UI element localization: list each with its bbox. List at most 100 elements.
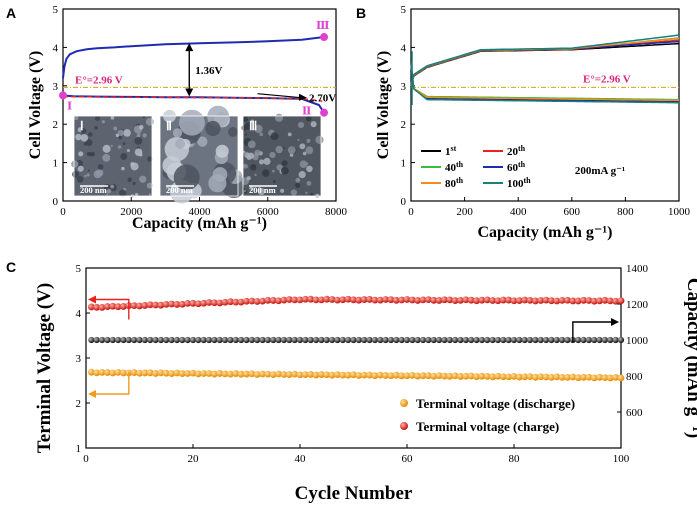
c-point-charge [227, 298, 234, 306]
c-point-discharge [366, 371, 373, 379]
c-point-discharge [478, 372, 486, 380]
a-inset-grain [101, 120, 105, 124]
c-point-capacity [393, 336, 400, 344]
c-point-charge [505, 296, 513, 304]
c-point-capacity [382, 336, 389, 344]
b-series-discharge-4 [410, 62, 679, 103]
c-point-charge [264, 296, 272, 304]
a-inset-grain [117, 129, 124, 136]
a-inset-grain [276, 164, 283, 171]
c-point-discharge [537, 373, 545, 381]
c-point-discharge [483, 372, 491, 380]
c-point-capacity [323, 336, 330, 344]
c-y2tick-label: 1200 [626, 299, 649, 311]
c-point-discharge [104, 369, 111, 376]
c-ytick-label: 2 [76, 398, 82, 410]
c-point-capacity [88, 336, 95, 344]
c-point-discharge [360, 371, 368, 379]
b-x-axis-title: Capacity (mAh g⁻¹) [477, 224, 612, 241]
a-ytick-label: 2 [53, 119, 59, 131]
c-axis-arrow-capacity [572, 321, 613, 342]
c-point-charge [248, 297, 256, 305]
c-point-discharge [590, 374, 598, 382]
a-ytick-label: 4 [53, 42, 59, 54]
a-inset-grain [83, 142, 88, 146]
a-inset-grain [146, 182, 153, 189]
a-inset-grain [249, 186, 255, 191]
c-point-capacity [468, 336, 475, 344]
c-point-discharge [136, 369, 143, 377]
c-point-discharge [553, 373, 561, 381]
c-point-discharge [451, 372, 459, 380]
c-point-capacity [109, 336, 116, 344]
a-inset-grain [132, 181, 136, 185]
c-point-capacity [366, 336, 373, 344]
c-point-charge [494, 297, 502, 305]
a-inset-grain [259, 132, 264, 137]
b-legend-label-6: 100th [507, 176, 531, 190]
c-point-discharge [296, 371, 304, 379]
c-point-charge [296, 296, 304, 304]
a-inset-grain [305, 146, 314, 155]
c-point-discharge [580, 373, 587, 381]
a-inset-grain [148, 193, 152, 196]
c-point-charge [98, 304, 106, 311]
c-point-discharge [237, 370, 245, 378]
c-axis-arrow-charge [94, 298, 130, 320]
b-series-charge-6 [410, 34, 680, 86]
a-inset-2: Ⅱ 200 nm [159, 105, 246, 204]
c-point-discharge [344, 371, 352, 379]
a-inset-grain [80, 128, 87, 134]
c-y-axis-title: Terminal Voltage (V) [34, 283, 55, 453]
c-point-capacity [473, 336, 480, 344]
c-point-charge [548, 297, 555, 305]
c-point-capacity [510, 336, 518, 344]
b-condition-label: 200mA g⁻¹ [575, 165, 625, 177]
c-point-charge [462, 296, 470, 304]
c-point-charge [585, 297, 593, 304]
c-point-charge [526, 296, 534, 304]
c-x-axis-title: Cycle Number [295, 483, 413, 504]
c-point-capacity [339, 336, 346, 344]
c-point-charge [435, 297, 443, 304]
a-inset-grain [110, 184, 115, 189]
c-point-capacity [521, 336, 528, 344]
c-xtick-label: 60 [402, 453, 414, 465]
c-ytick-label: 4 [76, 308, 82, 320]
c-point-capacity [152, 336, 159, 344]
c-ytick-label: 3 [76, 353, 82, 365]
c-point-charge [537, 297, 545, 304]
a-inset-grain [106, 188, 112, 194]
a-inset-grain [243, 190, 246, 193]
b-series-discharge-1 [410, 62, 680, 102]
c-point-charge [312, 296, 320, 304]
c-point-discharge [558, 373, 566, 381]
c-point-capacity [222, 336, 229, 344]
b-reference-label: E°=2.96 V [583, 73, 631, 85]
c-point-discharge [173, 369, 181, 377]
c-point-capacity [184, 336, 191, 344]
c-point-discharge [499, 373, 507, 381]
a-series-discharge-dashed [62, 95, 323, 102]
c-point-discharge [430, 372, 438, 380]
b-legend-label-4: 60th [507, 160, 526, 174]
c-point-charge [189, 299, 197, 307]
b-series-discharge-2 [410, 62, 679, 102]
a-inset-grain [83, 174, 87, 178]
c-point-charge [515, 297, 523, 305]
a-inset-grain [130, 162, 139, 171]
c-point-discharge [339, 371, 347, 379]
c-point-charge [403, 296, 411, 303]
a-inset-1: Ⅰ 200 nm [71, 115, 154, 198]
c-point-discharge [243, 370, 250, 378]
a-inset-grain [269, 151, 276, 159]
c-point-capacity [452, 336, 459, 344]
c-point-capacity [318, 336, 325, 344]
a-inset-grain [76, 176, 84, 183]
a-inset-grain [120, 153, 128, 160]
a-level-label: 2.70V [309, 93, 336, 105]
a-inset-grain [134, 136, 143, 145]
c-point-charge [574, 297, 582, 305]
c-xtick-label: 0 [83, 453, 89, 465]
a-inset-grain [254, 149, 261, 156]
